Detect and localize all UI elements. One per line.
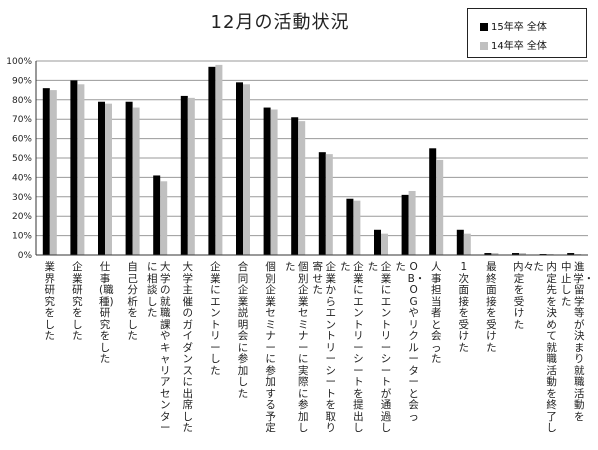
x-tick-label: 企業にエントリーシートを提出した — [340, 261, 364, 434]
bar-14-0 — [49, 90, 57, 255]
bar-14-2 — [105, 103, 112, 256]
y-tick-label: 40% — [12, 173, 32, 183]
y-tick-label: 50% — [12, 154, 32, 164]
bar-14-14 — [436, 159, 444, 255]
y-tick-label: 100% — [6, 57, 32, 67]
x-tick-label: 最終面接を受けた — [486, 261, 497, 354]
bar-15-3 — [125, 101, 133, 256]
bar-14-10 — [325, 154, 333, 255]
bar-15-15 — [456, 229, 464, 255]
x-tick-label: 大学の就職課やキャリアセンター に相談した — [146, 261, 171, 434]
x-tick-label: 仕事(職種)研究をした — [99, 261, 114, 365]
x-tick-label: 個別企業セミナーに実際に参加した — [284, 261, 309, 434]
legend-item-14: 14年卒 全体 — [480, 37, 547, 52]
bar-15-10 — [318, 152, 326, 255]
x-tick-label: 内々定を受けた — [513, 261, 534, 331]
bar-14-15 — [463, 233, 471, 255]
legend-label-15: 15年卒 全体 — [491, 22, 547, 33]
legend: 15年卒 全体 14年卒 全体 — [467, 8, 587, 58]
bar-15-13 — [401, 194, 409, 255]
bar-14-13 — [408, 190, 416, 255]
bar-15-2 — [98, 101, 105, 256]
bar-14-5 — [187, 97, 195, 255]
legend-label-14: 14年卒 全体 — [491, 41, 547, 52]
bar-15-6 — [208, 66, 216, 255]
bar-15-19 — [567, 253, 575, 255]
x-tick-label: 企業にエントリーした — [210, 261, 221, 377]
bar-15-5 — [180, 95, 188, 255]
bar-14-17 — [519, 253, 526, 255]
x-tick-label: 進学・留学等が決まり就職活動を 中止した — [560, 261, 595, 423]
x-tick-label: 人事担当者と会った — [430, 261, 442, 365]
x-tick-label: 企業研究をした — [72, 261, 83, 342]
bar-14-8 — [270, 109, 278, 255]
bar-14-12 — [381, 233, 388, 255]
legend-swatch-15 — [480, 23, 488, 31]
bar-14-6 — [215, 64, 223, 255]
bar-14-1 — [77, 84, 85, 255]
chart-title: 12月の活動状況 — [210, 12, 350, 33]
bar-14-3 — [132, 107, 140, 255]
bar-15-0 — [42, 88, 50, 255]
y-tick-label: 0% — [18, 251, 33, 261]
y-tick-label: 20% — [12, 212, 32, 222]
bar-15-14 — [429, 148, 437, 255]
bar-14-7 — [243, 84, 250, 255]
bar-14-16 — [491, 253, 499, 255]
bar-15-16 — [484, 253, 492, 255]
x-tick-label: 自己分析をした — [127, 261, 138, 342]
legend-item-15: 15年卒 全体 — [480, 18, 547, 33]
bar-14-9 — [298, 121, 306, 255]
bar-14-11 — [353, 200, 361, 255]
bar-15-17 — [512, 253, 519, 255]
x-tick-label: 企業にエントリーシートが通過した — [367, 261, 392, 434]
y-tick-label: 90% — [12, 76, 32, 86]
x-tick-label: OB・OGやリクルーターと会った — [395, 261, 426, 423]
legend-swatch-14 — [480, 42, 488, 50]
bar-15-11 — [346, 198, 354, 255]
x-tick-label: 合同企業説明会に参加した — [237, 261, 249, 400]
bar-15-9 — [291, 117, 299, 255]
y-tick-label: 70% — [12, 115, 32, 125]
x-tick-label: 1次面接を受けた — [458, 261, 470, 354]
y-tick-label: 60% — [12, 135, 32, 145]
bar-14-4 — [160, 181, 168, 255]
x-tick-label: 企業からエントリーシートを取り 寄せた — [312, 261, 337, 434]
bar-15-8 — [263, 107, 271, 255]
y-tick-label: 10% — [12, 232, 32, 242]
x-tick-label: 大学主催のガイダンスに出席した — [182, 261, 194, 434]
y-tick-label: 30% — [12, 193, 32, 203]
bar-15-12 — [374, 229, 381, 255]
x-tick-label: 業界研究をした — [44, 261, 56, 342]
bar-15-1 — [70, 80, 78, 256]
x-tick-label: 内定先を決めて就職活動を終了した — [533, 261, 557, 434]
bar-15-4 — [153, 175, 161, 255]
x-tick-label: 個別企業セミナーに参加する予定 — [265, 261, 276, 434]
y-tick-label: 80% — [12, 96, 32, 106]
bar-15-7 — [236, 82, 243, 255]
